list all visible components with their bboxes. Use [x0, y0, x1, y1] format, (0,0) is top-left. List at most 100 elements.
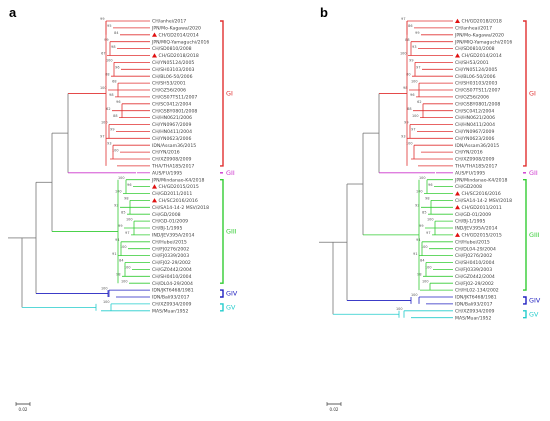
genotype-bracket	[220, 289, 224, 298]
bootstrap-value: 96	[115, 66, 119, 70]
leaf-label: CH/SH03103/2003	[455, 81, 498, 87]
genotype-label: GII	[226, 169, 235, 177]
leaf-label: CH/GD2011/2011	[462, 205, 502, 211]
genotype-label: GIV	[529, 296, 541, 304]
leaf-label: CH/Hubei/2015	[152, 239, 187, 245]
leaf-label: CH/GD2015/2015	[462, 233, 502, 239]
bootstrap-value: 88	[113, 114, 117, 118]
bootstrap-value: 100	[396, 307, 402, 311]
leaf-label: CH/GD2014/2014	[159, 32, 199, 38]
leaf-label: CH/HN0411/2004	[455, 122, 495, 128]
bootstrap-value: 96	[116, 100, 120, 104]
leaf-label: CH/YN0623/2006	[152, 136, 191, 142]
bootstrap-value: 99	[404, 121, 408, 125]
leaf-label: CH/YN/2016	[455, 150, 483, 156]
leaf-label: CH/anheai/2017	[455, 26, 492, 32]
bootstrap-value: 100	[427, 217, 433, 221]
bootstrap-value: 100	[121, 279, 127, 283]
leaf-label: IDN/Assam36/2015	[455, 143, 499, 149]
genotype-label: GIII	[529, 231, 540, 239]
leaf-label: CH/SD0810/2008	[152, 46, 192, 52]
bootstrap-value: 62	[417, 100, 421, 104]
leaf-label: CH/FJ0339/2003	[152, 253, 189, 259]
leaf-label: CH/FJ02-29/2002	[152, 260, 191, 266]
leaf-label: IDN/JKT6468/1981	[455, 295, 497, 301]
bootstrap-value: 80	[406, 72, 410, 76]
leaf-label: CH/XZ0908/2009	[152, 157, 192, 163]
leaf-label: CH/SA14-14-2 MSV/2018	[152, 205, 209, 211]
leaf-label: THA/THA185/2017	[454, 164, 497, 170]
bootstrap-value: 84	[114, 31, 118, 35]
leaf-label: CH/YN05124/2005	[152, 60, 194, 66]
new-isolate-triangle-icon	[455, 191, 460, 196]
new-isolate-triangle-icon	[455, 232, 460, 237]
leaf-label: CH/BJ-1/1995	[152, 226, 182, 232]
genotype-label: GI	[529, 89, 536, 97]
genotype-label: GV	[529, 310, 539, 318]
leaf-label: CH/FJ0276/2002	[455, 253, 492, 259]
bootstrap-value: 100	[124, 266, 130, 270]
leaf-label: CH/GZ0442/2004	[152, 267, 192, 273]
leaf-label: IDN/Assam36/2015	[152, 143, 196, 149]
bootstrap-value: 91	[413, 252, 417, 256]
leaf-label: CH/YN/2016	[152, 150, 180, 156]
leaf-label: CH/GSBY0801/2008	[152, 108, 197, 114]
leaf-label: IDN/JKT6468/1981	[152, 288, 194, 294]
leaf-label: MAS/Muar/1952	[152, 308, 188, 314]
genotype-label: GV	[226, 303, 236, 311]
bootstrap-value: 99	[409, 59, 413, 63]
leaf-label: CH/SH0410/2004	[152, 274, 192, 280]
genotype-bracket	[523, 296, 527, 305]
bootstrap-value: 100	[118, 176, 124, 180]
leaf-label: CH/BL06-50/2006	[455, 74, 496, 80]
leaf-label: CH/GD2011/2011	[152, 191, 192, 197]
leaf-label: CH/SC2016/2016	[462, 191, 501, 197]
bootstrap-value: 100	[411, 293, 417, 297]
leaf-label: AUS/FU/1995	[152, 170, 182, 176]
bootstrap-value: 88	[407, 107, 411, 111]
new-isolate-triangle-icon	[152, 32, 157, 37]
bootstrap-value: 97	[411, 128, 415, 132]
leaf-label: JPN/MIQ-Yamaguchi/2016	[151, 39, 209, 45]
tree-panel-b: b CH/GD2018/2018 97 CH/anheai/2017 86 JPN/Mo…	[275, 0, 550, 421]
leaf-label: CH/HN0621/2006	[152, 115, 192, 121]
bootstrap-value: 96	[127, 183, 131, 187]
leaf-label: CH/GD2018/2018	[462, 19, 502, 25]
bootstrap-value: 100	[101, 121, 107, 125]
leaf-label: CH/SH53/2001	[152, 81, 186, 87]
bootstrap-value: 100	[422, 279, 428, 283]
leaf-label: MAS/Muar/1952	[455, 315, 491, 321]
leaf-label: CH/FJ0276/2002	[152, 246, 189, 252]
new-isolate-triangle-icon	[152, 184, 157, 189]
scale-bar-label: 0.02	[330, 407, 339, 412]
bootstrap-value: 95	[107, 24, 111, 28]
bootstrap-value: 97	[426, 231, 430, 235]
leaf-label: CH/YN0967/2009	[455, 129, 494, 135]
bootstrap-value: 98	[124, 197, 128, 201]
phylogenetic-tree: CH/anhei/2017 99 JPN/Mo-Kagawa/2020 95 CH/GD…	[8, 17, 238, 412]
new-isolate-triangle-icon	[152, 53, 157, 58]
bootstrap-value: 100	[421, 245, 427, 249]
leaf-label: CH/SC0412/2004	[152, 101, 191, 107]
leaf-label: CH/HN0411/2004	[152, 129, 192, 135]
leaf-label: CH/XZ0908/2009	[455, 157, 495, 163]
new-isolate-triangle-icon	[152, 198, 157, 203]
bootstrap-value: 68	[112, 79, 116, 83]
leaf-label: CH/GZ56/2006	[455, 95, 489, 101]
genotype-bracket	[220, 178, 224, 284]
bootstrap-value: 100	[425, 266, 431, 270]
leaf-label: CH/SH0410/2004	[455, 260, 495, 266]
bootstrap-value: 84	[420, 259, 424, 263]
leaf-label: THA/THA185/2017	[151, 164, 194, 170]
bootstrap-value: 100	[412, 114, 418, 118]
leaf-label: CH/YN05124/2005	[455, 67, 497, 73]
bootstrap-value: 99	[419, 224, 423, 228]
new-isolate-triangle-icon	[455, 18, 460, 23]
leaf-label: CH/XZ0934/2009	[152, 302, 192, 308]
bootstrap-value: 99	[110, 128, 114, 132]
leaf-label: CH/DL04-29/2004	[152, 281, 193, 287]
bootstrap-value: 96	[428, 183, 432, 187]
bootstrap-value: 96	[410, 93, 414, 97]
leaf-label: IND/JEV395A/2014	[152, 233, 195, 239]
bootstrap-value: 100	[120, 245, 126, 249]
